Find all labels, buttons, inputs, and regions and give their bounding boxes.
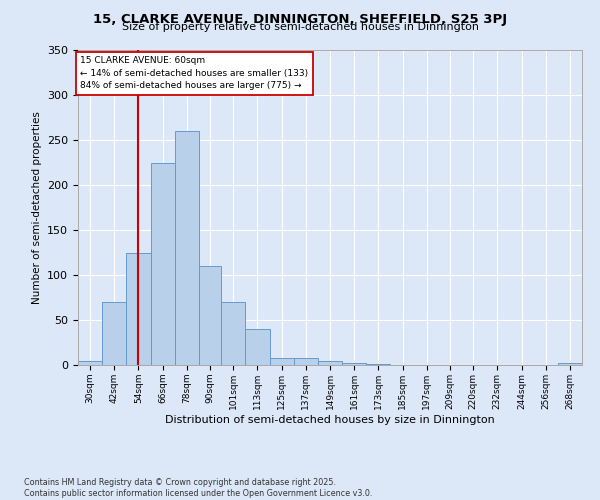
Text: Contains HM Land Registry data © Crown copyright and database right 2025.
Contai: Contains HM Land Registry data © Crown c… bbox=[24, 478, 373, 498]
Bar bbox=[221, 302, 245, 365]
Text: 15, CLARKE AVENUE, DINNINGTON, SHEFFIELD, S25 3PJ: 15, CLARKE AVENUE, DINNINGTON, SHEFFIELD… bbox=[93, 12, 507, 26]
X-axis label: Distribution of semi-detached houses by size in Dinnington: Distribution of semi-detached houses by … bbox=[165, 414, 495, 424]
Bar bbox=[78, 360, 102, 365]
Y-axis label: Number of semi-detached properties: Number of semi-detached properties bbox=[32, 111, 41, 304]
Bar bbox=[151, 162, 175, 365]
Text: 15 CLARKE AVENUE: 60sqm
← 14% of semi-detached houses are smaller (133)
84% of s: 15 CLARKE AVENUE: 60sqm ← 14% of semi-de… bbox=[80, 56, 308, 90]
Text: Size of property relative to semi-detached houses in Dinnington: Size of property relative to semi-detach… bbox=[121, 22, 479, 32]
Bar bbox=[318, 360, 342, 365]
Bar bbox=[366, 364, 391, 365]
Bar bbox=[127, 252, 151, 365]
Bar bbox=[294, 358, 318, 365]
Bar bbox=[558, 363, 582, 365]
Bar bbox=[199, 266, 221, 365]
Bar bbox=[175, 131, 199, 365]
Bar bbox=[102, 302, 127, 365]
Bar bbox=[342, 363, 366, 365]
Bar bbox=[245, 329, 269, 365]
Bar bbox=[269, 358, 294, 365]
